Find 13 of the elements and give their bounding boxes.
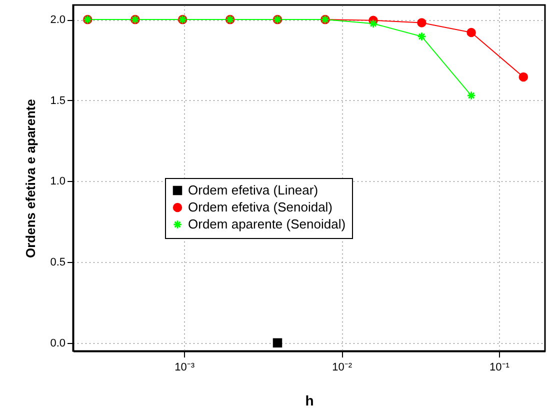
y-tick-label: 0.0: [50, 337, 66, 350]
x-tick-label: 10⁻³: [174, 362, 195, 374]
x-tick-label: 10⁻²: [332, 362, 352, 374]
x-tick-label: 10⁻¹: [490, 362, 510, 374]
y-axis-title: Ordens efetiva e aparente: [23, 99, 38, 258]
legend-label: Ordem aparente (Senoidal): [188, 216, 346, 232]
y-tick-label: 2.0: [50, 14, 66, 26]
y-tick-label: 1.5: [50, 94, 66, 107]
y-tick-label: 0.5: [50, 256, 66, 269]
x-axis-title: h: [305, 392, 314, 408]
legend-label: Ordem efetiva (Senoidal): [188, 200, 333, 214]
legend-label: Ordem efetiva (Linear): [188, 182, 318, 198]
y-tick-label: 1.0: [50, 176, 66, 188]
